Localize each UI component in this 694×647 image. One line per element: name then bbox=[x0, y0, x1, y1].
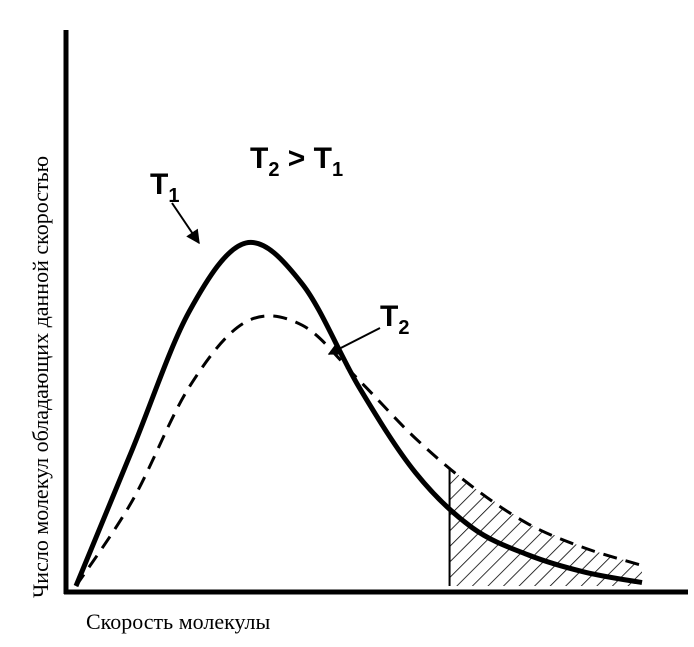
series-t1-label: T1 bbox=[150, 168, 179, 207]
series-t2-curve bbox=[74, 314, 643, 587]
hatched-tail-region bbox=[449, 467, 642, 586]
series-t1-pointer-arrow bbox=[171, 202, 200, 245]
series-t1-curve bbox=[73, 239, 643, 587]
series-t2-label: T2 bbox=[380, 300, 409, 339]
x-axis-label: Скорость молекулы bbox=[86, 609, 270, 634]
temperature-comparison: T2 > T1 bbox=[250, 142, 343, 181]
y-axis-label: Число молекул обладающих данной скорость… bbox=[28, 156, 53, 598]
series-t2-pointer-arrow bbox=[327, 327, 381, 355]
